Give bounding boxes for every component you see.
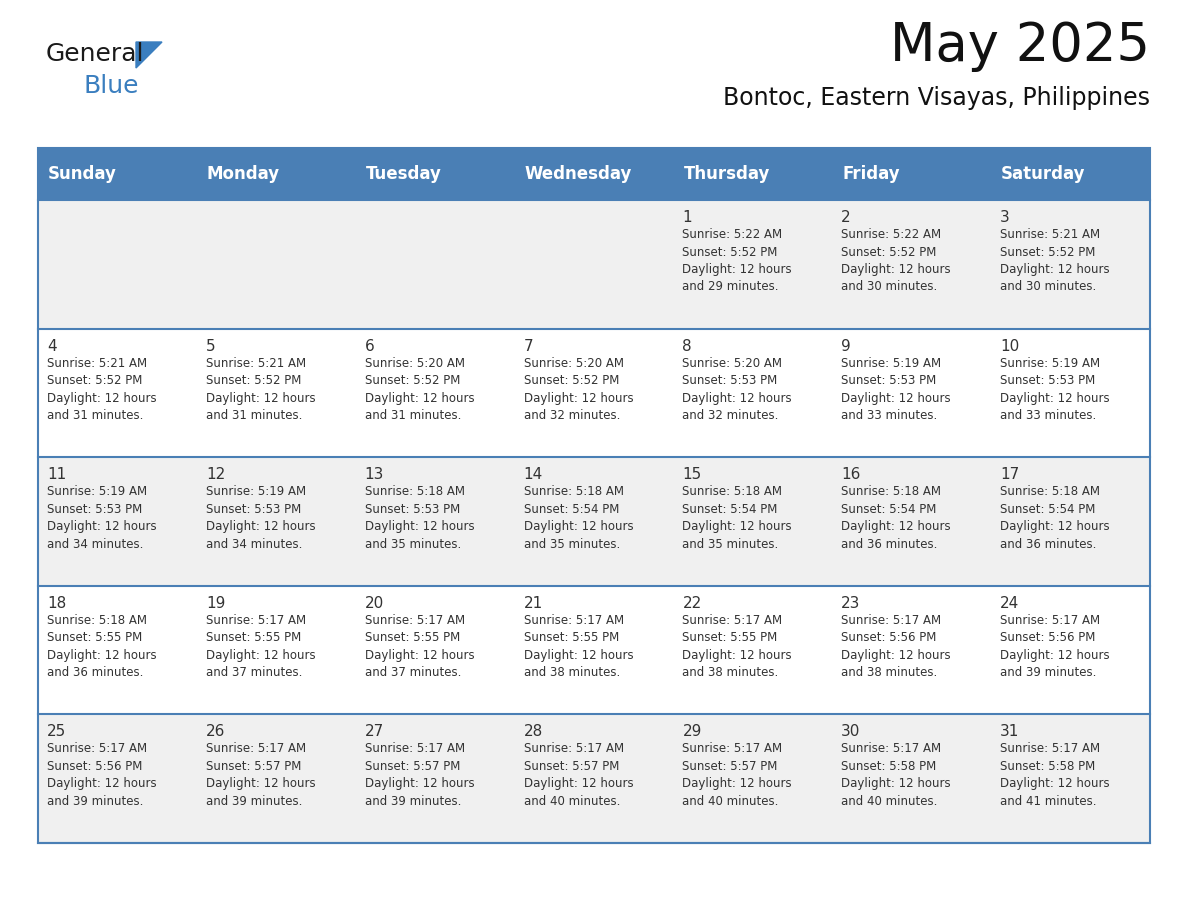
Text: Sunrise: 5:18 AM
Sunset: 5:54 PM
Daylight: 12 hours
and 36 minutes.: Sunrise: 5:18 AM Sunset: 5:54 PM Dayligh… [841,486,950,551]
Text: 22: 22 [682,596,702,610]
Text: Sunrise: 5:17 AM
Sunset: 5:58 PM
Daylight: 12 hours
and 41 minutes.: Sunrise: 5:17 AM Sunset: 5:58 PM Dayligh… [1000,743,1110,808]
Text: Friday: Friday [842,165,901,183]
Text: Sunrise: 5:18 AM
Sunset: 5:54 PM
Daylight: 12 hours
and 35 minutes.: Sunrise: 5:18 AM Sunset: 5:54 PM Dayligh… [682,486,792,551]
Text: Sunrise: 5:18 AM
Sunset: 5:54 PM
Daylight: 12 hours
and 36 minutes.: Sunrise: 5:18 AM Sunset: 5:54 PM Dayligh… [1000,486,1110,551]
Text: 26: 26 [206,724,226,739]
Text: 13: 13 [365,467,384,482]
Text: Tuesday: Tuesday [366,165,442,183]
Text: 28: 28 [524,724,543,739]
Text: 31: 31 [1000,724,1019,739]
Text: 4: 4 [48,339,57,353]
Text: Sunrise: 5:18 AM
Sunset: 5:54 PM
Daylight: 12 hours
and 35 minutes.: Sunrise: 5:18 AM Sunset: 5:54 PM Dayligh… [524,486,633,551]
Text: 17: 17 [1000,467,1019,482]
Text: 19: 19 [206,596,226,610]
Text: 10: 10 [1000,339,1019,353]
Text: 27: 27 [365,724,384,739]
Text: 24: 24 [1000,596,1019,610]
Text: Sunrise: 5:21 AM
Sunset: 5:52 PM
Daylight: 12 hours
and 31 minutes.: Sunrise: 5:21 AM Sunset: 5:52 PM Dayligh… [206,356,316,422]
Text: General: General [46,42,145,66]
Text: Sunrise: 5:20 AM
Sunset: 5:52 PM
Daylight: 12 hours
and 31 minutes.: Sunrise: 5:20 AM Sunset: 5:52 PM Dayligh… [365,356,474,422]
Text: Sunrise: 5:17 AM
Sunset: 5:55 PM
Daylight: 12 hours
and 37 minutes.: Sunrise: 5:17 AM Sunset: 5:55 PM Dayligh… [206,614,316,679]
Text: Sunrise: 5:17 AM
Sunset: 5:55 PM
Daylight: 12 hours
and 37 minutes.: Sunrise: 5:17 AM Sunset: 5:55 PM Dayligh… [365,614,474,679]
Text: Sunrise: 5:17 AM
Sunset: 5:58 PM
Daylight: 12 hours
and 40 minutes.: Sunrise: 5:17 AM Sunset: 5:58 PM Dayligh… [841,743,950,808]
Text: 12: 12 [206,467,225,482]
Text: Sunrise: 5:17 AM
Sunset: 5:55 PM
Daylight: 12 hours
and 38 minutes.: Sunrise: 5:17 AM Sunset: 5:55 PM Dayligh… [524,614,633,679]
Text: 20: 20 [365,596,384,610]
Text: 1: 1 [682,210,693,225]
Text: 21: 21 [524,596,543,610]
Text: Sunrise: 5:19 AM
Sunset: 5:53 PM
Daylight: 12 hours
and 33 minutes.: Sunrise: 5:19 AM Sunset: 5:53 PM Dayligh… [841,356,950,422]
Text: Monday: Monday [207,165,280,183]
Text: Wednesday: Wednesday [525,165,632,183]
Text: 30: 30 [841,724,860,739]
Text: 15: 15 [682,467,702,482]
Text: 5: 5 [206,339,215,353]
Text: 29: 29 [682,724,702,739]
Text: Sunrise: 5:21 AM
Sunset: 5:52 PM
Daylight: 12 hours
and 31 minutes.: Sunrise: 5:21 AM Sunset: 5:52 PM Dayligh… [48,356,157,422]
Text: 23: 23 [841,596,860,610]
Bar [38,329,1150,457]
Text: 14: 14 [524,467,543,482]
Text: Sunrise: 5:21 AM
Sunset: 5:52 PM
Daylight: 12 hours
and 30 minutes.: Sunrise: 5:21 AM Sunset: 5:52 PM Dayligh… [1000,228,1110,294]
Bar [38,714,1150,843]
Text: Saturday: Saturday [1001,165,1086,183]
Text: Sunrise: 5:17 AM
Sunset: 5:57 PM
Daylight: 12 hours
and 39 minutes.: Sunrise: 5:17 AM Sunset: 5:57 PM Dayligh… [206,743,316,808]
Text: 11: 11 [48,467,67,482]
Bar [38,148,1150,200]
Bar [38,586,1150,714]
Text: 9: 9 [841,339,851,353]
Text: Sunrise: 5:22 AM
Sunset: 5:52 PM
Daylight: 12 hours
and 29 minutes.: Sunrise: 5:22 AM Sunset: 5:52 PM Dayligh… [682,228,792,294]
Text: Sunrise: 5:20 AM
Sunset: 5:53 PM
Daylight: 12 hours
and 32 minutes.: Sunrise: 5:20 AM Sunset: 5:53 PM Dayligh… [682,356,792,422]
Bar [38,200,1150,329]
Text: Sunrise: 5:17 AM
Sunset: 5:55 PM
Daylight: 12 hours
and 38 minutes.: Sunrise: 5:17 AM Sunset: 5:55 PM Dayligh… [682,614,792,679]
Text: Sunrise: 5:17 AM
Sunset: 5:56 PM
Daylight: 12 hours
and 39 minutes.: Sunrise: 5:17 AM Sunset: 5:56 PM Dayligh… [48,743,157,808]
Text: Bontoc, Eastern Visayas, Philippines: Bontoc, Eastern Visayas, Philippines [723,86,1150,110]
Text: 6: 6 [365,339,374,353]
Bar [38,457,1150,586]
Text: 7: 7 [524,339,533,353]
Text: Sunrise: 5:17 AM
Sunset: 5:57 PM
Daylight: 12 hours
and 39 minutes.: Sunrise: 5:17 AM Sunset: 5:57 PM Dayligh… [365,743,474,808]
Polygon shape [135,42,162,68]
Text: 3: 3 [1000,210,1010,225]
Text: Sunrise: 5:19 AM
Sunset: 5:53 PM
Daylight: 12 hours
and 33 minutes.: Sunrise: 5:19 AM Sunset: 5:53 PM Dayligh… [1000,356,1110,422]
Text: Sunrise: 5:17 AM
Sunset: 5:57 PM
Daylight: 12 hours
and 40 minutes.: Sunrise: 5:17 AM Sunset: 5:57 PM Dayligh… [682,743,792,808]
Text: Sunrise: 5:18 AM
Sunset: 5:53 PM
Daylight: 12 hours
and 35 minutes.: Sunrise: 5:18 AM Sunset: 5:53 PM Dayligh… [365,486,474,551]
Text: 2: 2 [841,210,851,225]
Text: Sunrise: 5:19 AM
Sunset: 5:53 PM
Daylight: 12 hours
and 34 minutes.: Sunrise: 5:19 AM Sunset: 5:53 PM Dayligh… [48,486,157,551]
Text: Blue: Blue [84,74,139,98]
Text: Sunrise: 5:17 AM
Sunset: 5:56 PM
Daylight: 12 hours
and 38 minutes.: Sunrise: 5:17 AM Sunset: 5:56 PM Dayligh… [841,614,950,679]
Text: Sunrise: 5:17 AM
Sunset: 5:56 PM
Daylight: 12 hours
and 39 minutes.: Sunrise: 5:17 AM Sunset: 5:56 PM Dayligh… [1000,614,1110,679]
Text: Sunrise: 5:18 AM
Sunset: 5:55 PM
Daylight: 12 hours
and 36 minutes.: Sunrise: 5:18 AM Sunset: 5:55 PM Dayligh… [48,614,157,679]
Text: Sunrise: 5:22 AM
Sunset: 5:52 PM
Daylight: 12 hours
and 30 minutes.: Sunrise: 5:22 AM Sunset: 5:52 PM Dayligh… [841,228,950,294]
Text: Sunrise: 5:20 AM
Sunset: 5:52 PM
Daylight: 12 hours
and 32 minutes.: Sunrise: 5:20 AM Sunset: 5:52 PM Dayligh… [524,356,633,422]
Text: Sunday: Sunday [48,165,116,183]
Text: 18: 18 [48,596,67,610]
Text: 8: 8 [682,339,693,353]
Text: May 2025: May 2025 [890,20,1150,72]
Text: Thursday: Thursday [683,165,770,183]
Text: Sunrise: 5:17 AM
Sunset: 5:57 PM
Daylight: 12 hours
and 40 minutes.: Sunrise: 5:17 AM Sunset: 5:57 PM Dayligh… [524,743,633,808]
Text: Sunrise: 5:19 AM
Sunset: 5:53 PM
Daylight: 12 hours
and 34 minutes.: Sunrise: 5:19 AM Sunset: 5:53 PM Dayligh… [206,486,316,551]
Text: 25: 25 [48,724,67,739]
Text: 16: 16 [841,467,860,482]
Bar [38,148,1150,843]
